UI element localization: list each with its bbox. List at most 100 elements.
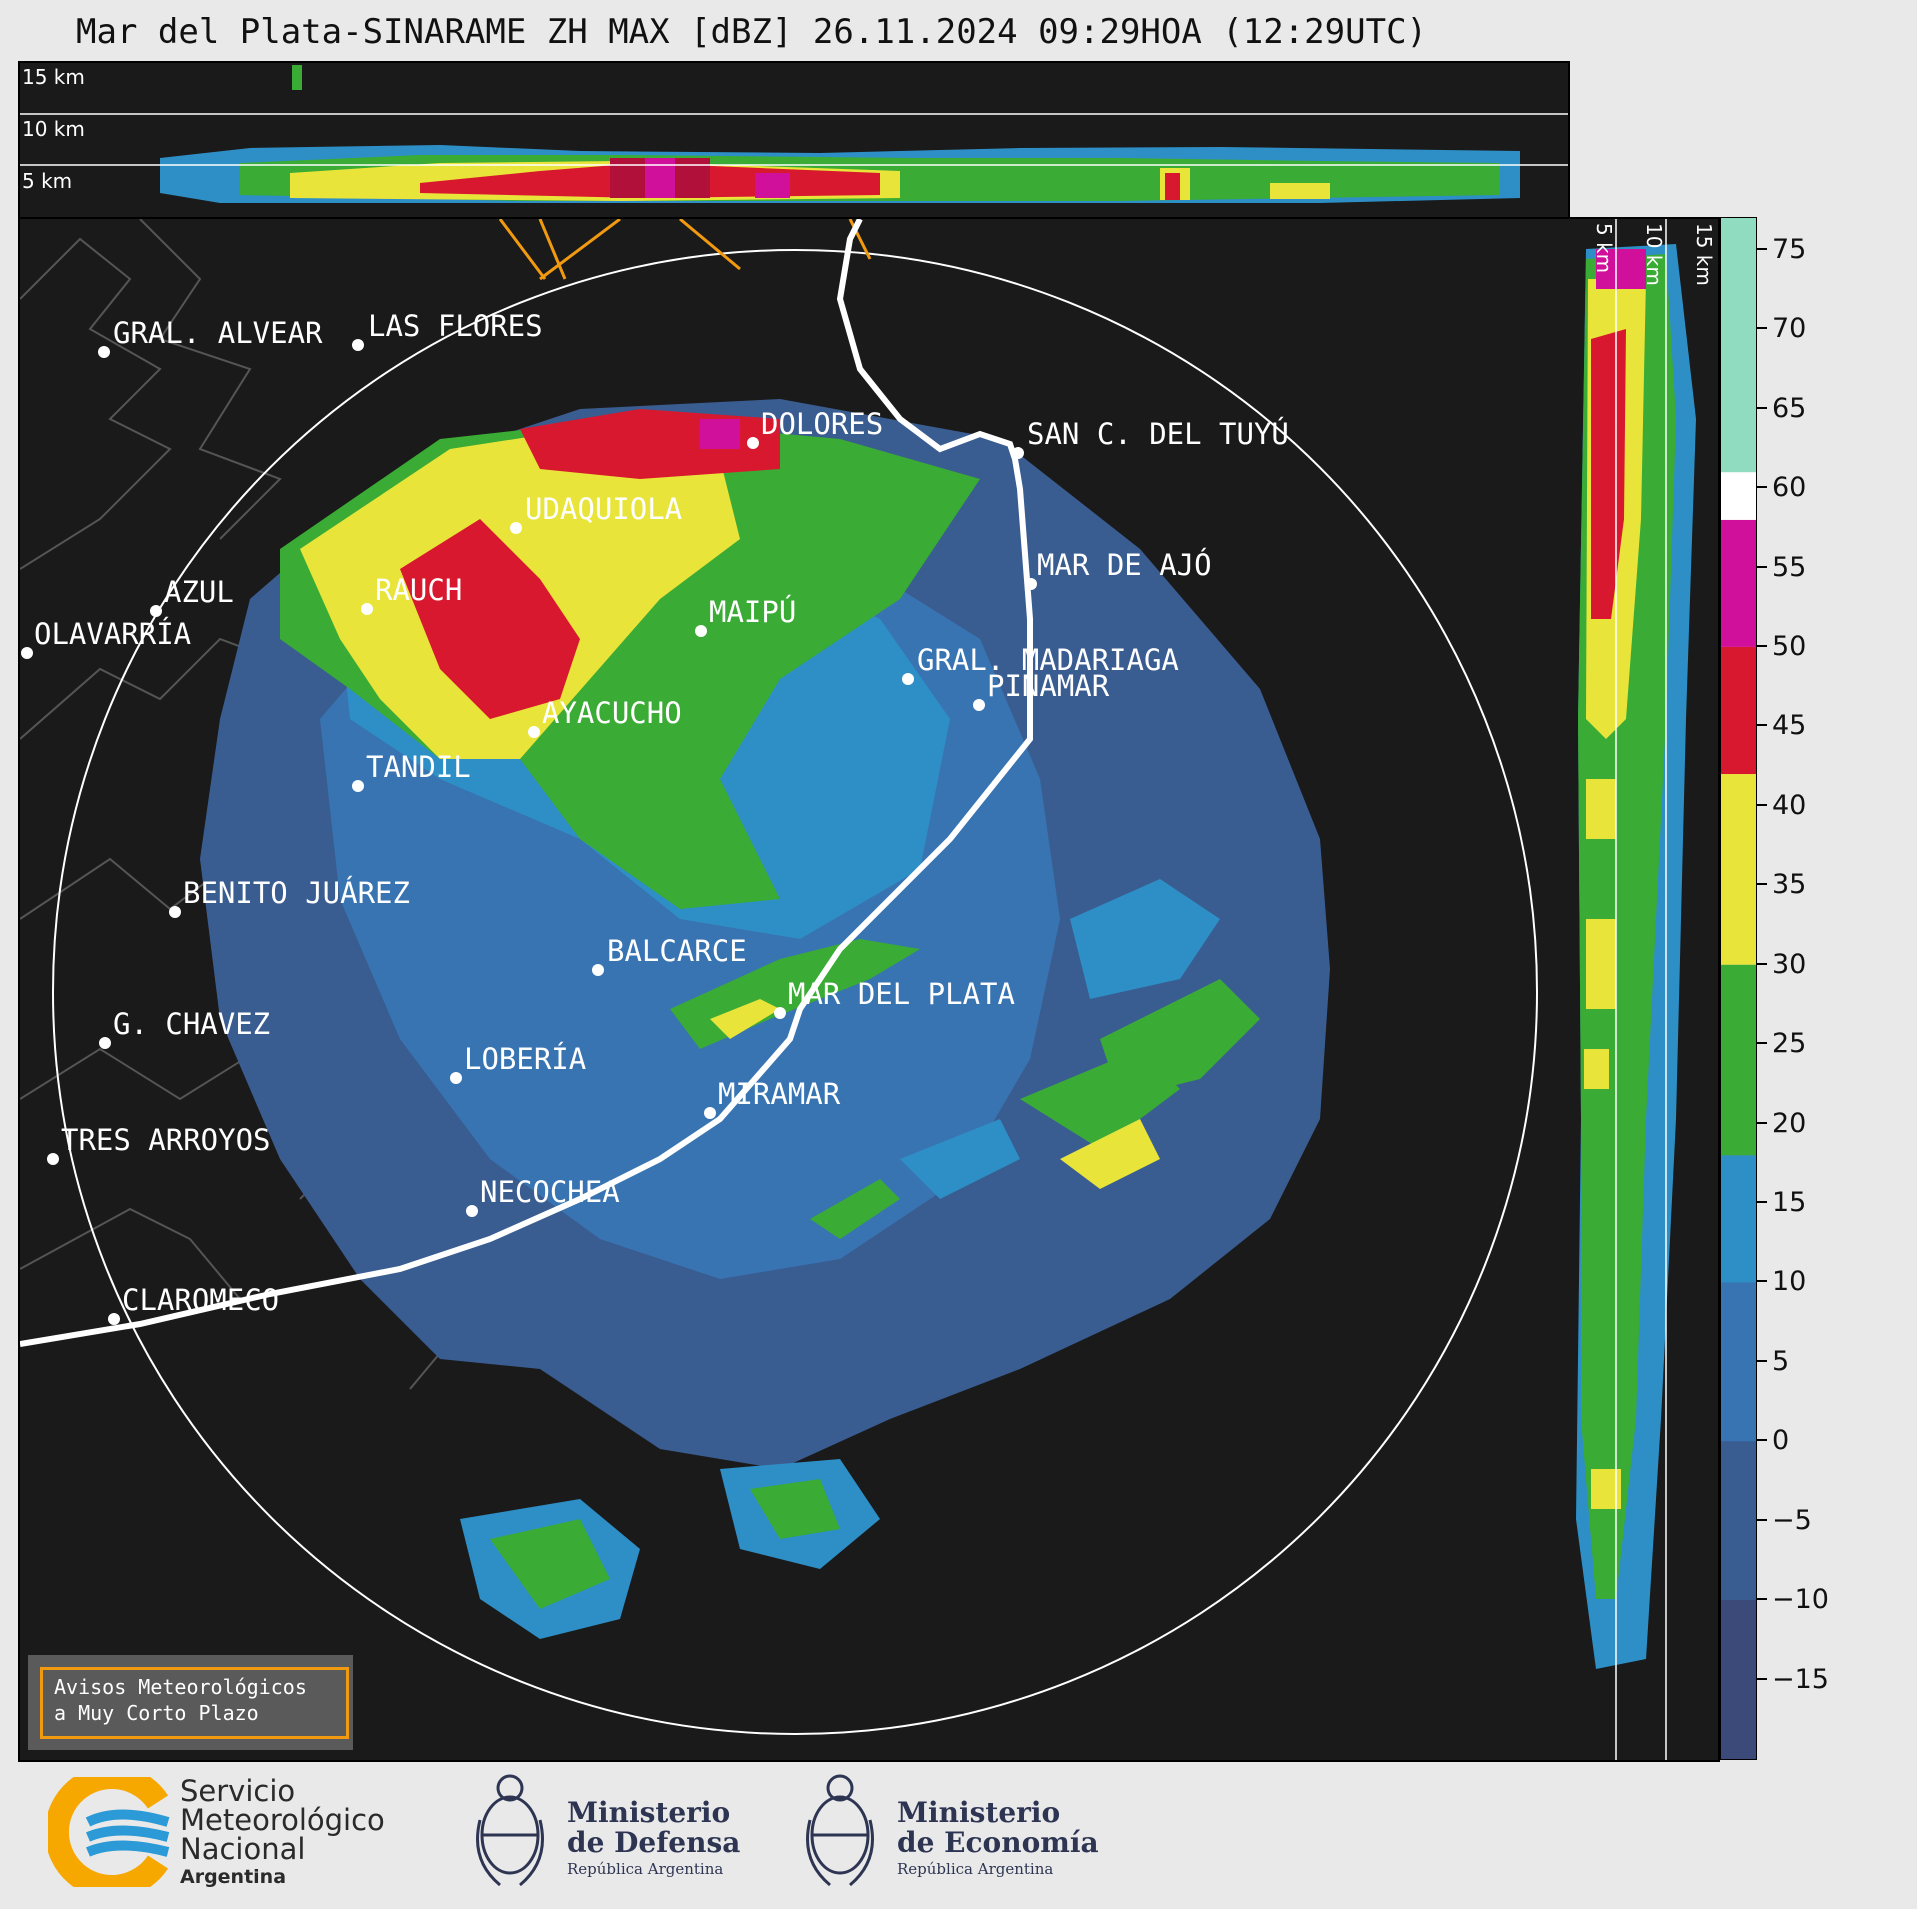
colorbar-tick-label: 25 bbox=[1772, 1028, 1807, 1060]
city-benito-juarez: BENITO JUÁREZ bbox=[183, 876, 410, 910]
colorbar-tick bbox=[1757, 1042, 1767, 1045]
economia-wordmark: Ministerio de Economía República Argenti… bbox=[897, 1798, 1099, 1880]
colorbar-tick bbox=[1757, 883, 1767, 886]
economia-coat-of-arms-icon bbox=[806, 1774, 874, 1887]
colorbar-tick-label: −15 bbox=[1772, 1663, 1829, 1695]
defensa-wordmark: Ministerio de Defensa República Argentin… bbox=[567, 1798, 740, 1880]
colorbar-tick-label: 60 bbox=[1772, 472, 1807, 504]
altitude-label-5km: 5 km bbox=[22, 169, 73, 193]
city-miramar: MIRAMAR bbox=[718, 1077, 841, 1111]
aviso-box[interactable]: Avisos Meteorológicos a Muy Corto Plazo bbox=[28, 1655, 353, 1750]
roads bbox=[498, 219, 872, 281]
colorbar-band bbox=[1721, 964, 1756, 1156]
colorbar-tick-label: 5 bbox=[1772, 1345, 1790, 1377]
colorbar-tick-label: 65 bbox=[1772, 392, 1807, 424]
city-rauch: RAUCH bbox=[375, 573, 462, 607]
colorbar-tick bbox=[1757, 1280, 1767, 1283]
city-gral-madariaga: GRAL. MADARIAGA bbox=[917, 643, 1179, 677]
colorbar-tick bbox=[1757, 724, 1767, 727]
colorbar-tick bbox=[1757, 327, 1767, 330]
side-cross-section: 5 km 10 km 15 km bbox=[1566, 217, 1720, 1762]
colorbar-tick bbox=[1757, 1200, 1767, 1203]
aviso-line2: a Muy Corto Plazo bbox=[54, 1701, 259, 1725]
smn-line1: Servicio bbox=[180, 1774, 296, 1808]
colorbar-tick bbox=[1757, 803, 1767, 806]
colorbar bbox=[1720, 217, 1757, 1760]
top-cross-section: 15 km 10 km 5 km bbox=[18, 61, 1570, 219]
smn-wordmark: Servicio Meteorológico Nacional Argentin… bbox=[180, 1774, 385, 1889]
colorbar-band bbox=[1721, 774, 1756, 965]
defensa-line2: de Defensa bbox=[567, 1826, 741, 1859]
colorbar-tick-label: 70 bbox=[1772, 313, 1807, 345]
colorbar-tick-label: 10 bbox=[1772, 1266, 1807, 1298]
city-gral-alvear: GRAL. ALVEAR bbox=[113, 316, 323, 350]
city-g-chavez: G. CHAVEZ bbox=[113, 1007, 270, 1041]
city-claromeco: CLAROMECO bbox=[122, 1283, 279, 1317]
smn-line4: Argentina bbox=[180, 1866, 287, 1888]
colorbar-tick-label: 0 bbox=[1772, 1425, 1790, 1457]
colorbar-band bbox=[1721, 646, 1756, 775]
colorbar-band bbox=[1721, 472, 1756, 520]
city-ayacucho: AYACUCHO bbox=[542, 696, 682, 730]
city-olavarria: OLAVARRÍA bbox=[34, 617, 191, 651]
colorbar-tick-label: 35 bbox=[1772, 869, 1807, 901]
colorbar-tick bbox=[1757, 486, 1767, 489]
colorbar-tick-label: 20 bbox=[1772, 1107, 1807, 1139]
colorbar-band bbox=[1721, 519, 1756, 647]
city-mar-de-ajo: MAR DE AJÓ bbox=[1037, 548, 1212, 582]
aviso-link[interactable]: Avisos Meteorológicos a Muy Corto Plazo bbox=[40, 1667, 349, 1739]
side-cross-section-plot bbox=[1576, 219, 1696, 1760]
colorbar-tick-label: −10 bbox=[1772, 1584, 1829, 1616]
defensa-coat-of-arms-icon bbox=[476, 1774, 544, 1887]
colorbar-band bbox=[1721, 1155, 1756, 1283]
aviso-line1: Avisos Meteorológicos bbox=[54, 1675, 307, 1699]
colorbar-tick-label: −5 bbox=[1772, 1504, 1812, 1536]
range-ring bbox=[52, 249, 1538, 1735]
economia-line1: Ministerio bbox=[897, 1796, 1061, 1829]
side-altitude-label-10km: 10 km bbox=[1642, 223, 1666, 286]
radar-ppi-svg: GRAL. ALVEAR LAS FLORES DOLORES SAN C. D… bbox=[20, 219, 1538, 1735]
colorbar-tick bbox=[1757, 1359, 1767, 1362]
colorbar-tick bbox=[1757, 1121, 1767, 1124]
city-necochea: NECOCHEA bbox=[480, 1175, 620, 1209]
colorbar-tick bbox=[1757, 1518, 1767, 1521]
colorbar-band bbox=[1721, 218, 1756, 473]
colorbar-tick-label: 45 bbox=[1772, 710, 1807, 742]
smn-line2: Meteorológico bbox=[180, 1803, 385, 1837]
smn-line3: Nacional bbox=[180, 1832, 306, 1866]
colorbar-tick-label: 55 bbox=[1772, 551, 1807, 583]
altitude-label-10km: 10 km bbox=[22, 117, 85, 141]
page-title: Mar del Plata-SINARAME ZH MAX [dBZ] 26.1… bbox=[76, 12, 1428, 52]
defensa-line3: República Argentina bbox=[567, 1860, 724, 1878]
radar-echoes bbox=[200, 399, 1330, 1639]
city-azul: AZUL bbox=[164, 575, 234, 609]
side-altitude-label-5km: 5 km bbox=[1592, 223, 1616, 274]
colorbar-tick-label: 40 bbox=[1772, 789, 1807, 821]
city-dolores: DOLORES bbox=[761, 407, 883, 441]
colorbar-tick-label: 75 bbox=[1772, 233, 1807, 265]
colorbar-tick-label: 15 bbox=[1772, 1186, 1807, 1218]
city-tres-arroyos: TRES ARROYOS bbox=[61, 1123, 271, 1157]
coastline bbox=[20, 219, 1033, 1347]
city-san-clemente-del-tuyu: SAN C. DEL TUYÚ bbox=[1027, 417, 1289, 451]
city-loberia: LOBERÍA bbox=[464, 1042, 586, 1076]
altitude-label-15km: 15 km bbox=[22, 65, 85, 89]
radar-ppi-map[interactable]: GRAL. ALVEAR LAS FLORES DOLORES SAN C. D… bbox=[18, 217, 1570, 1762]
city-las-flores: LAS FLORES bbox=[368, 309, 543, 343]
colorbar-tick bbox=[1757, 1439, 1767, 1442]
city-maipu: MAIPÚ bbox=[709, 595, 796, 629]
city-mar-del-plata: MAR DEL PLATA bbox=[788, 977, 1015, 1011]
city-markers bbox=[21, 339, 1037, 1325]
colorbar-tick bbox=[1757, 962, 1767, 965]
colorbar-tick bbox=[1757, 247, 1767, 250]
colorbar-tick bbox=[1757, 406, 1767, 409]
city-udaquiola: UDAQUIOLA bbox=[525, 492, 682, 526]
colorbar-tick bbox=[1757, 1598, 1767, 1601]
city-pinamar: PINAMAR bbox=[987, 669, 1110, 703]
smn-logo-icon bbox=[48, 1777, 170, 1887]
colorbar-tick bbox=[1757, 565, 1767, 568]
top-cross-section-plot bbox=[20, 65, 1568, 203]
colorbar-tick-label: 50 bbox=[1772, 630, 1807, 662]
colorbar-tick bbox=[1757, 1677, 1767, 1680]
colorbar-gradient bbox=[1721, 218, 1756, 1759]
